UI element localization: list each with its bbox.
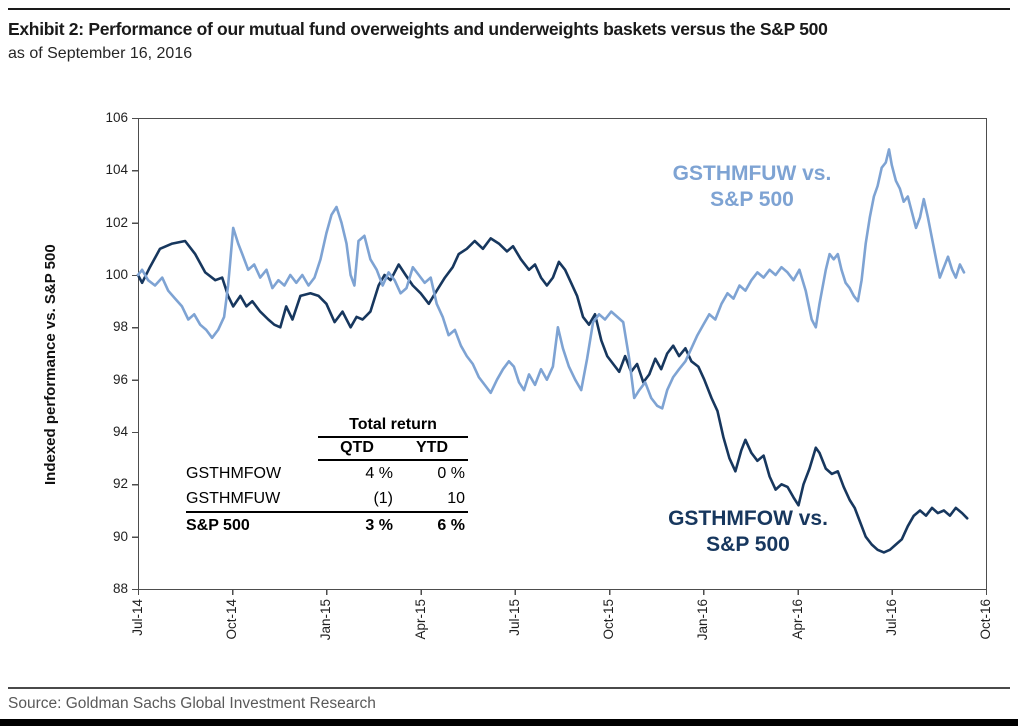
x-tick-label: Jul-15 [506, 599, 522, 636]
x-tick-label: Jul-14 [130, 599, 145, 636]
y-tick-label: 98 [112, 319, 128, 335]
top-rule [8, 8, 1010, 10]
x-tick-label: Oct-15 [601, 599, 617, 640]
table-title: Total return [318, 414, 468, 438]
exhibit-subtitle: as of September 16, 2016 [8, 45, 193, 62]
table-row-label: S&P 500 [186, 511, 318, 538]
x-tick-label: Jan-16 [695, 599, 711, 641]
y-tick-label: 104 [105, 162, 128, 178]
x-tick-label: Jul-16 [883, 599, 899, 636]
x-tick-label: Oct-16 [978, 599, 993, 640]
y-tick-label: 88 [112, 581, 128, 596]
x-tick-label: Apr-16 [789, 599, 805, 640]
y-tick-label: 106 [105, 110, 128, 125]
x-tick-label: Oct-14 [224, 599, 240, 640]
table-row-label: GSTHMFUW [186, 490, 281, 507]
table-ytd-value: 0 % [437, 465, 465, 482]
exhibit-title: Exhibit 2: Performance of our mutual fun… [8, 19, 828, 39]
table-spacer [186, 414, 318, 438]
series-label-gsthmfow: GSTHMFOW vs. S&P 500 [668, 507, 828, 556]
table-ytd-value: 10 [447, 490, 465, 507]
bottom-bar [0, 719, 1018, 726]
y-tick-label: 96 [112, 371, 128, 387]
plot-border [137, 117, 988, 591]
returns-table: Total return QTD YTD GSTHMFOW 4 % 0 % GSTHM… [186, 414, 468, 538]
y-tick-label: 90 [112, 528, 128, 544]
table-col-header-ytd: YTD [396, 438, 468, 461]
table-qtd-value: 4 % [365, 465, 393, 482]
table-qtd-value: 3 % [318, 511, 396, 538]
series-line-gsthmfuw [136, 148, 966, 410]
y-tick-label: 94 [112, 424, 128, 439]
y-tick-label: 92 [112, 476, 128, 492]
y-tick-label: 100 [105, 267, 128, 282]
series-line-gsthmfow [136, 237, 969, 554]
table-col-header-qtd: QTD [318, 438, 396, 461]
y-tick-label: 102 [105, 214, 128, 230]
series-label-gsthmfuw: GSTHMFUW vs. S&P 500 [672, 162, 832, 211]
y-axis-title: Indexed performance vs. S&P 500 [42, 244, 59, 485]
x-tick-label: Apr-15 [412, 599, 428, 640]
table-ytd-value: 6 % [396, 511, 468, 538]
table-qtd-value: (1) [373, 490, 393, 507]
source-rule [8, 687, 1010, 689]
x-tick-label: Jan-15 [318, 599, 334, 641]
source-text: Source: Goldman Sachs Global Investment … [8, 695, 376, 712]
table-row-label: GSTHMFOW [186, 465, 282, 482]
table-spacer [186, 438, 318, 461]
